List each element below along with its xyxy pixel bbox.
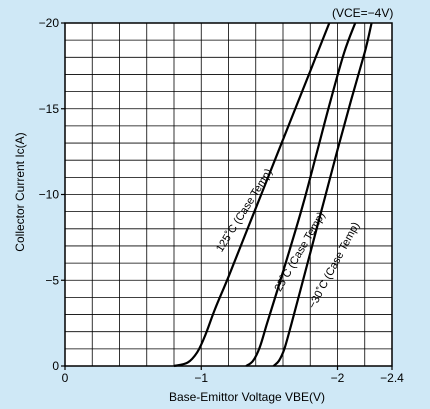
y-tick-label: −20 [39,16,60,30]
series-line [173,22,331,368]
y-axis-label: Collector Current Ic(A) [13,132,27,251]
x-tick-label: −1 [194,371,208,385]
y-tick-label: −15 [39,102,60,116]
y-tick-label: −5 [45,273,59,287]
series-group [173,22,373,368]
series-line [272,22,373,367]
x-tick-label: −2.4 [380,371,404,385]
x-tick-label: −2 [331,371,345,385]
y-tick-label: 0 [52,359,59,373]
y-tick-label: −10 [39,188,60,202]
axes: 0 −1 −2 −2.4 0 −5 −10 −15 −20 [39,16,405,385]
x-axis-label: Base-Emittor Voltage VBE(V) [169,390,325,404]
grid [65,23,392,366]
condition-label: (VCE=−4V) [332,6,393,20]
series-line [245,22,357,367]
x-tick-label: 0 [62,371,69,385]
